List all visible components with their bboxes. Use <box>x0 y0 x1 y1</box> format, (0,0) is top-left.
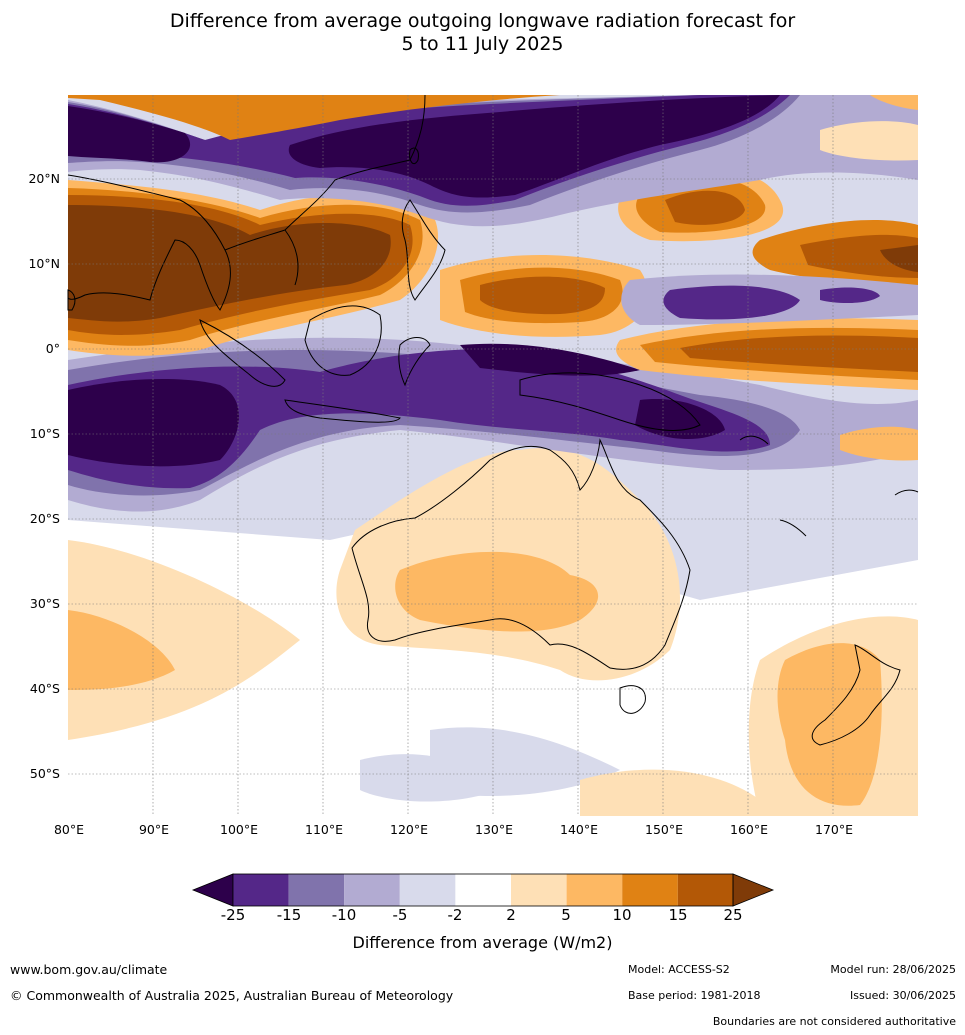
philippines-coastline <box>401 199 446 301</box>
website-link[interactable]: www.bom.gov.au/climate <box>10 962 168 977</box>
sulawesi-coastline <box>398 337 431 387</box>
issued-date: Issued: 30/06/2025 <box>849 989 956 1002</box>
lat-label-20n: 20°N <box>28 171 60 186</box>
java-coastline <box>284 399 401 423</box>
lat-label-50s: 50°S <box>29 766 60 781</box>
coastlines <box>67 94 919 746</box>
lat-label-30s: 30°S <box>29 596 60 611</box>
olr-anomaly-map <box>67 94 919 816</box>
base-period: Base period: 1981-2018 <box>628 989 761 1002</box>
lon-label-80e: 80°E <box>53 822 85 837</box>
model-name: Model: ACCESS-S2 <box>628 963 730 976</box>
taiwan-coastline <box>409 147 419 165</box>
lat-label-40s: 40°S <box>29 681 60 696</box>
colorbar-outline <box>232 873 734 907</box>
colorbar-label: 10 <box>612 906 632 924</box>
colorbar <box>191 873 775 907</box>
colorbar-label: 15 <box>668 906 688 924</box>
lon-label-170e: 170°E <box>814 822 854 837</box>
map-title: Difference from average outgoing longwav… <box>0 10 965 56</box>
lon-label-160e: 160°E <box>729 822 769 837</box>
pacific-islands-coastline <box>739 435 919 537</box>
sumatra-coastline <box>199 319 286 387</box>
colorbar-low-extend <box>191 873 234 907</box>
colorbar-high-extend <box>732 873 775 907</box>
lon-label-150e: 150°E <box>644 822 684 837</box>
asia-mainland-coastline <box>67 94 426 311</box>
lat-label-10n: 10°N <box>28 256 60 271</box>
colorbar-segment <box>455 874 511 906</box>
copyright-notice: © Commonwealth of Australia 2025, Austra… <box>10 988 454 1003</box>
lon-label-120e: 120°E <box>389 822 429 837</box>
lat-label-0: 0° <box>45 341 60 356</box>
new-guinea-coastline <box>519 372 701 431</box>
colorbar-segment <box>511 874 567 906</box>
title-line-2: 5 to 11 July 2025 <box>401 33 564 55</box>
colorbar-segment <box>622 874 678 906</box>
boundary-disclaimer: Boundaries are not considered authoritat… <box>712 1015 956 1028</box>
lat-label-10s: 10°S <box>29 426 60 441</box>
colorbar-label: -25 <box>220 906 246 924</box>
colorbar-segment <box>344 874 400 906</box>
colorbar-segment <box>566 874 623 906</box>
tasmania-coastline <box>619 685 646 714</box>
colorbar-label: 5 <box>561 906 571 924</box>
colorbar-label: -10 <box>331 906 357 924</box>
colorbar-segment <box>288 874 345 906</box>
lon-label-110e: 110°E <box>304 822 344 837</box>
model-run-date: Model run: 28/06/2025 <box>830 963 956 976</box>
colorbar-label: -5 <box>392 906 408 924</box>
title-line-1: Difference from average outgoing longwav… <box>169 10 796 32</box>
colorbar-label: -15 <box>276 906 302 924</box>
sri-lanka-coastline <box>67 289 76 311</box>
borneo-coastline <box>304 305 382 376</box>
australia-coastline <box>351 438 691 670</box>
lon-label-130e: 130°E <box>474 822 514 837</box>
gridlines <box>68 95 918 816</box>
colorbar-label: 25 <box>723 906 743 924</box>
lat-label-20s: 20°S <box>29 511 60 526</box>
new-zealand-coastline <box>811 644 901 746</box>
colorbar-segment <box>233 874 289 906</box>
lon-label-90e: 90°E <box>138 822 170 837</box>
lon-label-140e: 140°E <box>559 822 599 837</box>
colorbar-segment <box>399 874 456 906</box>
colorbar-segment <box>677 874 734 906</box>
colorbar-label: 2 <box>506 906 516 924</box>
colorbar-label: -2 <box>447 906 463 924</box>
colorbar-title: Difference from average (W/m2) <box>352 933 613 952</box>
lon-label-100e: 100°E <box>219 822 259 837</box>
